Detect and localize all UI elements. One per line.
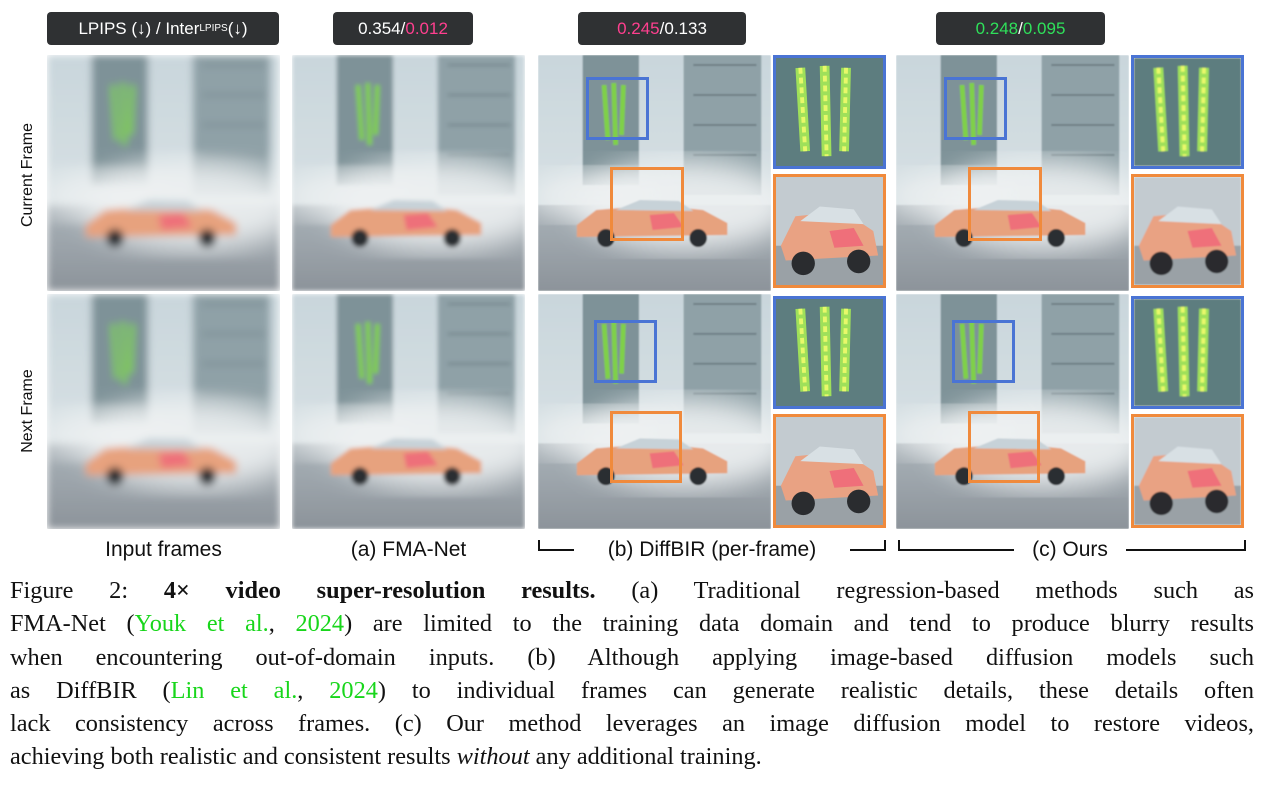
caption-line-6: achieving both realistic and consistent … xyxy=(10,740,1254,773)
ours-bracket-left-tick xyxy=(898,540,900,551)
diffbir-bracket xyxy=(538,540,886,552)
caption-text: , xyxy=(268,610,296,638)
metric-subscript: LPIPS xyxy=(199,23,228,34)
fma-lpips: 0.354 xyxy=(358,18,401,38)
caption-line-3: when encountering out-of-domain inputs. … xyxy=(10,643,1254,671)
ours-current-car-zoom xyxy=(1131,174,1244,288)
ours-next-car-box xyxy=(968,411,1040,483)
citation-lin-author[interactable]: Lin et al. xyxy=(170,676,298,704)
caption-line-4: as DiffBIR (Lin et al., 2024) to individ… xyxy=(10,674,1254,707)
diffbir-bracket-left-tick xyxy=(538,540,540,551)
diffbir-current-car-zoom xyxy=(773,174,886,288)
caption-emphasis: without xyxy=(456,743,530,771)
diffbir-separator: / xyxy=(659,18,665,38)
metric-prefix: LPIPS (↓) / Inter xyxy=(78,18,200,38)
diffbir-bracket-left-line xyxy=(538,549,574,551)
caption-text: achieving both realistic and consistent … xyxy=(10,743,457,771)
figure-caption: Figure 2: 4× video super-resolution resu… xyxy=(10,574,1254,774)
ours-current-car-box xyxy=(968,167,1042,241)
citation-lin-year[interactable]: 2024 xyxy=(329,676,378,704)
input-current-frame xyxy=(47,55,280,291)
diffbir-bracket-right-tick xyxy=(884,540,886,551)
column-label-fma: (a) FMA-Net xyxy=(350,538,467,561)
ours-next-car-zoom xyxy=(1131,414,1244,528)
diffbir-metric-badge: 0.245 / 0.133 xyxy=(578,12,746,45)
ours-separator: / xyxy=(1018,18,1023,38)
diffbir-next-frame xyxy=(538,294,771,529)
input-next-frame xyxy=(47,294,280,529)
metric-suffix: (↓) xyxy=(227,18,248,38)
caption-text: , xyxy=(297,676,330,704)
fma-separator: / xyxy=(400,18,406,38)
ours-next-tower-box xyxy=(952,320,1015,383)
metric-legend-badge: LPIPS (↓) / Inter LPIPS (↓) xyxy=(47,12,279,45)
column-label-ours: (c) Ours xyxy=(1032,538,1108,561)
caption-text: as DiffBIR ( xyxy=(10,676,171,704)
ours-next-frame xyxy=(896,294,1129,529)
ours-current-tower-box xyxy=(944,77,1007,140)
citation-youk-year[interactable]: 2024 xyxy=(295,610,345,638)
caption-text: ) to individual frames can generate real… xyxy=(377,676,1254,704)
ours-bracket-right-tick xyxy=(1244,540,1246,551)
diffbir-current-tower-zoom xyxy=(773,55,886,169)
diffbir-next-tower-zoom xyxy=(773,296,886,409)
ours-next-tower-zoom xyxy=(1131,296,1244,409)
fma-metric-badge: 0.354 / 0.012 xyxy=(333,12,473,45)
row-label-next: Next Frame xyxy=(19,369,36,453)
caption-line-2: FMA-Net (Youk et al., 2024) are limited … xyxy=(10,607,1254,640)
ours-current-tower-zoom xyxy=(1131,55,1244,169)
fma-next-frame xyxy=(292,294,525,529)
diffbir-current-frame xyxy=(538,55,771,291)
ours-lpips: 0.248 xyxy=(975,18,1019,38)
diffbir-lpips: 0.245 xyxy=(617,18,660,38)
ours-bracket-left-line xyxy=(898,549,1014,551)
ours-current-frame xyxy=(896,55,1129,291)
diffbir-next-car-box xyxy=(610,411,682,483)
caption-line-1: Figure 2: 4× video super-resolution resu… xyxy=(10,574,1254,607)
diffbir-current-tower-box xyxy=(586,77,649,140)
diffbir-next-car-zoom xyxy=(773,414,886,528)
ours-bracket-right-line xyxy=(1126,549,1246,551)
diffbir-bracket-right-line xyxy=(850,549,886,551)
row-label-current: Current Frame xyxy=(19,122,36,228)
caption-text: any additional training. xyxy=(529,743,762,771)
column-label-diffbir: (b) DiffBIR (per-frame) xyxy=(607,538,817,561)
caption-title: 4× video super-resolution results. xyxy=(163,577,596,604)
caption-line-5: lack consistency across frames. (c) Our … xyxy=(10,710,1254,738)
diffbir-next-tower-box xyxy=(594,320,657,383)
fma-inter: 0.012 xyxy=(405,18,448,38)
ours-bracket xyxy=(898,540,1246,552)
column-label-input: Input frames xyxy=(105,538,222,561)
ours-metric-badge: 0.248 / 0.095 xyxy=(936,12,1105,45)
ours-inter: 0.095 xyxy=(1022,18,1066,38)
citation-youk-author[interactable]: Youk et al. xyxy=(134,610,269,638)
diffbir-inter: 0.133 xyxy=(664,18,707,38)
fma-current-frame xyxy=(292,55,525,291)
caption-text: ) are limited to the training data domai… xyxy=(344,610,1254,638)
caption-text: FMA-Net ( xyxy=(10,610,135,638)
caption-figure-number: Figure 2: xyxy=(10,577,164,604)
caption-text: (a) Traditional regression-based methods… xyxy=(595,577,1254,604)
diffbir-current-car-box xyxy=(610,167,684,241)
